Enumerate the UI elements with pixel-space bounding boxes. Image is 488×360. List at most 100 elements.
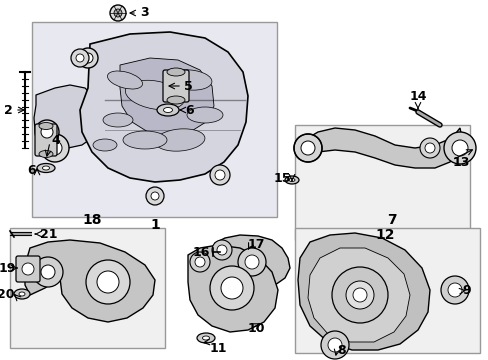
Ellipse shape xyxy=(167,96,184,104)
Ellipse shape xyxy=(123,131,167,149)
Circle shape xyxy=(71,49,89,67)
Circle shape xyxy=(78,48,98,68)
Circle shape xyxy=(35,120,59,144)
Text: 19: 19 xyxy=(0,261,16,274)
Circle shape xyxy=(212,240,231,260)
Ellipse shape xyxy=(37,163,55,172)
Circle shape xyxy=(76,54,84,62)
Text: 3: 3 xyxy=(140,6,148,19)
Bar xyxy=(32,22,276,217)
Text: 17: 17 xyxy=(247,238,265,251)
Circle shape xyxy=(41,134,69,162)
Circle shape xyxy=(221,277,243,299)
Text: 18: 18 xyxy=(82,213,102,227)
Polygon shape xyxy=(187,245,278,332)
Ellipse shape xyxy=(155,129,204,151)
Bar xyxy=(294,228,479,353)
Polygon shape xyxy=(120,58,214,136)
Ellipse shape xyxy=(107,71,142,89)
Circle shape xyxy=(244,255,259,269)
Circle shape xyxy=(151,192,159,200)
Ellipse shape xyxy=(186,107,223,123)
Circle shape xyxy=(346,281,373,309)
Circle shape xyxy=(114,9,122,17)
Text: 1: 1 xyxy=(150,218,160,232)
Bar xyxy=(294,125,469,240)
Polygon shape xyxy=(307,248,409,342)
FancyBboxPatch shape xyxy=(35,124,57,156)
Circle shape xyxy=(195,257,204,267)
Polygon shape xyxy=(80,32,247,182)
Circle shape xyxy=(146,187,163,205)
Text: 16: 16 xyxy=(192,246,209,258)
Text: 14: 14 xyxy=(408,90,426,103)
Text: 4: 4 xyxy=(51,134,60,147)
Text: 15: 15 xyxy=(273,171,290,184)
Circle shape xyxy=(443,132,475,164)
Ellipse shape xyxy=(39,122,53,130)
Circle shape xyxy=(419,138,439,158)
FancyBboxPatch shape xyxy=(16,256,40,282)
Text: 13: 13 xyxy=(452,156,469,168)
Ellipse shape xyxy=(125,80,184,110)
Circle shape xyxy=(190,252,209,272)
Circle shape xyxy=(83,53,93,63)
Circle shape xyxy=(22,263,34,275)
Circle shape xyxy=(209,165,229,185)
Text: 9: 9 xyxy=(461,284,469,297)
Circle shape xyxy=(327,338,341,352)
Circle shape xyxy=(424,143,434,153)
Ellipse shape xyxy=(288,179,294,181)
Ellipse shape xyxy=(202,336,209,340)
Polygon shape xyxy=(297,233,429,350)
Text: 11: 11 xyxy=(209,342,227,355)
Circle shape xyxy=(440,276,468,304)
Circle shape xyxy=(97,271,119,293)
Ellipse shape xyxy=(93,139,117,151)
Polygon shape xyxy=(34,85,98,148)
Text: 21: 21 xyxy=(40,228,58,240)
Ellipse shape xyxy=(168,70,211,90)
Circle shape xyxy=(110,5,126,21)
Ellipse shape xyxy=(19,292,25,296)
Circle shape xyxy=(41,265,55,279)
Text: 10: 10 xyxy=(247,321,265,334)
Ellipse shape xyxy=(197,333,215,343)
Circle shape xyxy=(33,257,63,287)
Text: 6: 6 xyxy=(184,104,193,117)
Ellipse shape xyxy=(14,289,30,299)
Circle shape xyxy=(86,260,130,304)
Text: 8: 8 xyxy=(336,343,345,356)
Polygon shape xyxy=(304,128,461,168)
Ellipse shape xyxy=(39,150,53,158)
Circle shape xyxy=(238,248,265,276)
Ellipse shape xyxy=(42,166,49,170)
Polygon shape xyxy=(25,240,155,322)
Text: 5: 5 xyxy=(183,80,192,93)
Ellipse shape xyxy=(103,113,133,127)
Polygon shape xyxy=(215,235,289,288)
Circle shape xyxy=(301,141,314,155)
Bar xyxy=(10,228,164,348)
Circle shape xyxy=(331,267,387,323)
Circle shape xyxy=(48,141,62,155)
Text: 2: 2 xyxy=(4,104,13,117)
Ellipse shape xyxy=(285,176,298,184)
Ellipse shape xyxy=(167,68,184,76)
Circle shape xyxy=(209,266,253,310)
Ellipse shape xyxy=(157,104,179,116)
Circle shape xyxy=(320,331,348,359)
Circle shape xyxy=(447,283,461,297)
Circle shape xyxy=(293,134,321,162)
Ellipse shape xyxy=(163,108,172,112)
Text: 6: 6 xyxy=(27,163,36,176)
Circle shape xyxy=(451,140,467,156)
Circle shape xyxy=(352,288,366,302)
Text: 20: 20 xyxy=(0,288,14,302)
Text: 12: 12 xyxy=(374,228,394,242)
Circle shape xyxy=(215,170,224,180)
Circle shape xyxy=(217,245,226,255)
FancyBboxPatch shape xyxy=(163,70,189,102)
Circle shape xyxy=(41,126,53,138)
Text: 7: 7 xyxy=(386,213,396,227)
